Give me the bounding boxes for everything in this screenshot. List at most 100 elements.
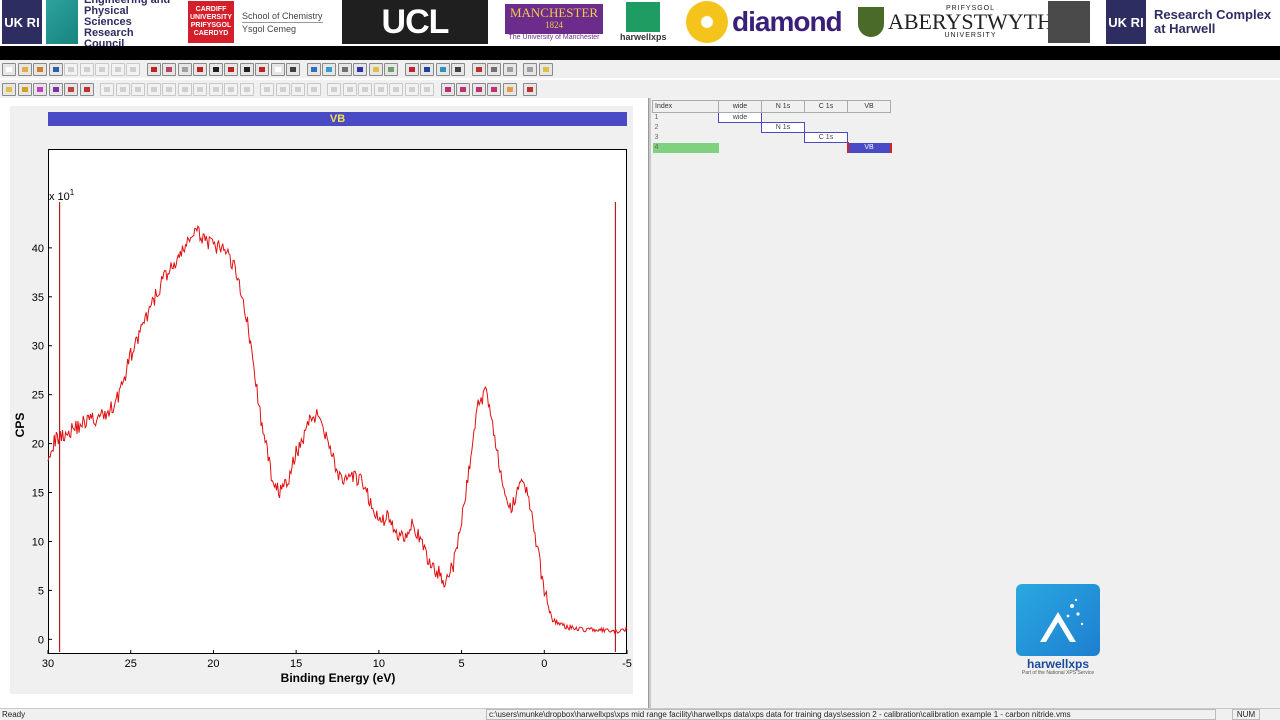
toolbar-button-icon[interactable] xyxy=(193,82,207,96)
toolbar-button-icon[interactable] xyxy=(523,82,537,96)
toolbar-button-icon[interactable] xyxy=(33,82,47,96)
toolbar-button-icon[interactable] xyxy=(404,82,419,96)
toolbar-button-icon[interactable] xyxy=(95,62,109,76)
header-index[interactable]: Index xyxy=(652,100,719,113)
school-of-chemistry: School of Chemistry Ysgol Cemeg xyxy=(242,10,323,34)
toolbar-button-icon[interactable] xyxy=(435,62,450,76)
toolbar-button-icon[interactable] xyxy=(487,62,501,76)
toolbar-button-icon[interactable] xyxy=(79,82,94,96)
toolbar-button-icon[interactable] xyxy=(420,82,434,96)
toolbar-button-icon[interactable] xyxy=(110,62,125,76)
table-row[interactable]: 2 N 1s xyxy=(653,122,891,133)
toolbar-button-icon[interactable] xyxy=(306,82,321,96)
cardiff-logo: CARDIFF UNIVERSITY PRIFYSGOL CAERDYD Sch… xyxy=(188,0,323,44)
pane-splitter[interactable] xyxy=(648,98,651,708)
status-bar: Ready c:\users\munke\dropbox\harwellxps\… xyxy=(0,708,1280,720)
toolbar-button-icon[interactable] xyxy=(502,62,517,76)
region-cell-vb[interactable]: VB xyxy=(846,142,892,153)
toolbar-button-icon[interactable] xyxy=(177,82,192,96)
toolbar-button-icon[interactable] xyxy=(523,62,537,76)
toolbar-button-icon[interactable] xyxy=(451,62,465,76)
toolbar-button-icon[interactable] xyxy=(48,62,63,76)
harwellxps-badge-label: harwellxps xyxy=(1026,657,1090,671)
header-wide[interactable]: wide xyxy=(718,100,762,113)
epsrc-mark-icon xyxy=(46,0,78,44)
toolbar-button-icon[interactable] xyxy=(162,82,176,96)
toolbar-button-icon[interactable] xyxy=(358,82,372,96)
aberystwyth-logo: PRIFYSGOL ABERYSTWYTH UNIVERSITY xyxy=(858,0,1053,44)
harwellxps-logo: harwellxps xyxy=(620,0,667,44)
toolbar-button-icon[interactable] xyxy=(2,82,16,96)
toolbar-button-icon[interactable] xyxy=(275,82,290,96)
toolbar-button-icon[interactable] xyxy=(260,82,274,96)
toolbar-button-icon[interactable] xyxy=(208,82,223,96)
toolbar-button-icon[interactable] xyxy=(322,62,336,76)
toolbar-button-icon[interactable] xyxy=(100,82,114,96)
toolbar-button-icon[interactable] xyxy=(193,62,207,76)
toolbar-button-icon[interactable] xyxy=(146,62,161,76)
spectrum-plot-area[interactable] xyxy=(48,149,627,654)
toolbar-button-icon[interactable] xyxy=(353,62,367,76)
row-index[interactable]: 3 xyxy=(654,134,659,141)
toolbar-button-icon[interactable] xyxy=(224,62,238,76)
toolbar-button-icon[interactable] xyxy=(327,82,341,96)
toolbar-button-icon[interactable] xyxy=(471,62,486,76)
toolbar-button-icon[interactable] xyxy=(368,62,383,76)
toolbar-button-icon[interactable] xyxy=(255,62,269,76)
aberystwyth-crest-icon xyxy=(858,7,884,37)
toolbar-button-icon[interactable] xyxy=(115,82,130,96)
table-row[interactable]: 3 C 1s xyxy=(653,132,891,143)
region-cell-c1s[interactable]: C 1s xyxy=(804,132,848,143)
toolbar-button-icon[interactable] xyxy=(538,62,553,76)
toolbar-button-icon[interactable] xyxy=(373,82,388,96)
toolbar-button-icon[interactable] xyxy=(389,82,403,96)
experiment-frame[interactable] xyxy=(651,98,1280,708)
header-n1s[interactable]: N 1s xyxy=(761,100,805,113)
toolbar-button-icon[interactable] xyxy=(471,82,486,96)
toolbar-button-icon[interactable] xyxy=(162,62,176,76)
harwellxps-badge-sub: Part of the National XPS Service xyxy=(1021,670,1095,676)
toolbar-button-icon[interactable] xyxy=(337,62,352,76)
toolbar-button-icon[interactable] xyxy=(342,82,357,96)
header-vb[interactable]: VB xyxy=(847,100,891,113)
row-index-selected[interactable]: 4 xyxy=(652,142,719,153)
toolbar-button-icon[interactable] xyxy=(291,82,305,96)
toolbar-button-icon[interactable] xyxy=(224,82,238,96)
toolbar-button-icon[interactable] xyxy=(79,62,94,76)
row-index[interactable]: 1 xyxy=(654,114,659,122)
toolbar-button-icon[interactable] xyxy=(456,82,470,96)
toolbar-button-icon[interactable] xyxy=(286,62,300,76)
toolbar-button-icon[interactable] xyxy=(239,82,254,96)
toolbar-button-icon[interactable] xyxy=(64,62,78,76)
toolbar-button-icon[interactable] xyxy=(404,62,419,76)
toolbar-button-icon[interactable] xyxy=(420,62,434,76)
toolbar-button-icon[interactable] xyxy=(270,62,285,76)
toolbar-button-icon[interactable] xyxy=(2,62,16,76)
manchester-mark: MANCHESTER 1824 xyxy=(505,3,603,34)
toolbar-button-icon[interactable] xyxy=(208,62,223,76)
toolbar-button-icon[interactable] xyxy=(33,62,47,76)
toolbar-button-icon[interactable] xyxy=(177,62,192,76)
toolbar-button-icon[interactable] xyxy=(131,82,145,96)
toolbar-button-icon[interactable] xyxy=(126,62,140,76)
region-cell-n1s[interactable]: N 1s xyxy=(761,122,805,133)
region-cell-wide[interactable]: wide xyxy=(718,112,762,123)
toolbar-button-icon[interactable] xyxy=(146,82,161,96)
toolbar-button-icon[interactable] xyxy=(17,62,32,76)
toolbar-button-icon[interactable] xyxy=(17,82,32,96)
row-index[interactable]: 2 xyxy=(654,124,659,131)
toolbar-button-icon[interactable] xyxy=(487,82,501,96)
header-c1s[interactable]: C 1s xyxy=(804,100,848,113)
main-toolbar xyxy=(0,60,1280,78)
toolbar-button-icon[interactable] xyxy=(48,82,63,96)
toolbar-button-icon[interactable] xyxy=(64,82,78,96)
toolbar-button-icon[interactable] xyxy=(440,82,455,96)
toolbar-button-icon[interactable] xyxy=(384,62,398,76)
toolbar-button-icon[interactable] xyxy=(239,62,254,76)
toolbar-button-icon[interactable] xyxy=(502,82,517,96)
table-row[interactable]: 1 wide xyxy=(653,112,891,123)
table-row-selected[interactable]: 4 VB xyxy=(652,142,892,153)
toolbar-button-icon[interactable] xyxy=(306,62,321,76)
diamond-sun-icon xyxy=(686,1,728,43)
